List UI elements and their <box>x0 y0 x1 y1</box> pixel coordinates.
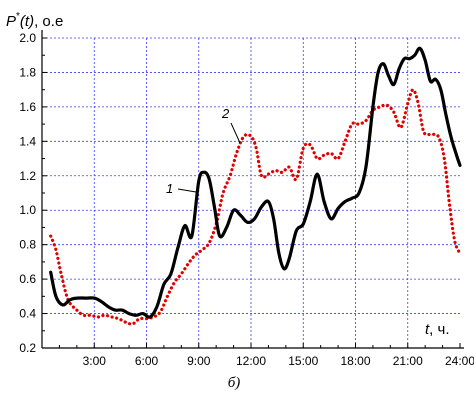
x-tick-label: 24:00 <box>445 354 474 368</box>
y-tick-label: 1.6 <box>19 100 36 114</box>
y-tick-label: 1.8 <box>19 65 36 79</box>
grid <box>42 37 460 348</box>
series-line-1 <box>49 46 462 319</box>
x-tick-label: 21:00 <box>393 354 423 368</box>
x-tick-label: 12:00 <box>236 354 266 368</box>
y-axis-title: P*(t), о.е <box>6 11 63 30</box>
y-tick-label: 0.8 <box>19 238 36 252</box>
curve-1-label: 1 <box>166 181 173 196</box>
x-axis-unit: , ч. <box>429 321 449 338</box>
x-tick-label: 15:00 <box>288 354 318 368</box>
y-axis-unit: , о.е <box>34 13 63 30</box>
x-tick-label: 9:00 <box>187 354 211 368</box>
y-tick-label: 1.2 <box>19 169 36 183</box>
y-tick-label: 1.0 <box>19 203 36 217</box>
curve-1-leader-line <box>177 188 197 193</box>
figure-caption: б) <box>228 375 241 391</box>
x-axis-symbol: t <box>425 321 430 338</box>
y-axis-symbol: P <box>6 13 16 30</box>
x-tick-label: 3:00 <box>83 354 107 368</box>
series-layer <box>49 46 462 326</box>
y-tick-label: 1.4 <box>19 134 36 148</box>
x-axis-title: t, ч. <box>425 321 450 338</box>
y-tick-label: 0.4 <box>19 307 36 321</box>
y-axis-argument: (t) <box>20 13 34 30</box>
y-tick-label: 0.2 <box>19 341 36 355</box>
axes <box>41 30 464 349</box>
x-tick-label: 6:00 <box>135 354 159 368</box>
tick-labels: 0.2 0.4 0.6 0.8 1.0 1.2 1.4 1.6 1.8 2.0 3:00 6:00 9:… <box>19 31 474 368</box>
y-tick-label: 2.0 <box>19 31 36 45</box>
curve-2-leader-line <box>230 122 241 144</box>
series-line-2 <box>49 88 462 326</box>
y-axis-superscript: * <box>16 11 20 22</box>
x-tick-label: 18:00 <box>340 354 370 368</box>
curve-2-label: 2 <box>221 106 230 121</box>
y-tick-label: 0.6 <box>19 272 36 286</box>
